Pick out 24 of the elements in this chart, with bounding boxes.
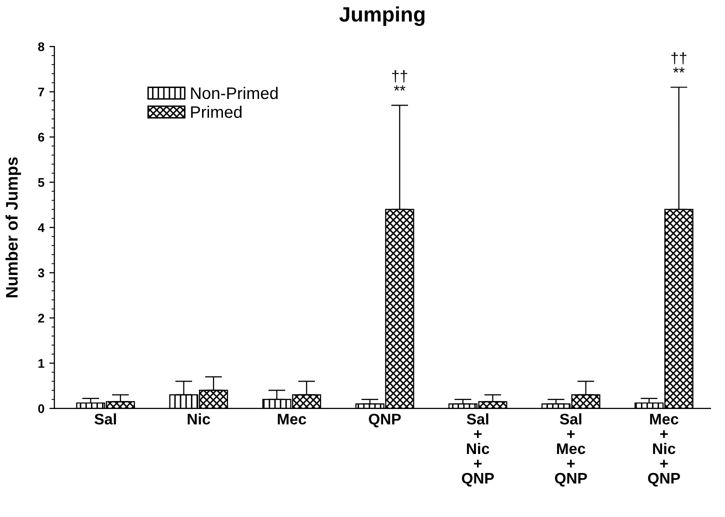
x-tick-label: Mec xyxy=(278,414,306,425)
y-tick-label: 8 xyxy=(38,42,44,52)
x-tick-label: Sal + Mec + QNP xyxy=(554,413,587,487)
y-tick-label: 3 xyxy=(38,268,44,278)
annotation: †† xyxy=(392,70,408,82)
y-tick-label: 2 xyxy=(38,314,44,322)
y-axis-title: Number of Jumps xyxy=(6,157,22,298)
x-tick-label: Nic xyxy=(188,413,210,425)
y-tick-label: 6 xyxy=(38,132,44,142)
y-tick-label: 7 xyxy=(38,88,44,96)
y-tick-label: 5 xyxy=(38,178,44,187)
x-tick-label: Mec + Nic + QNP xyxy=(648,414,680,487)
y-tick-label: 0 xyxy=(38,404,44,414)
x-tick-label: Sal xyxy=(94,413,116,425)
annotation: ** xyxy=(673,67,685,73)
legend-label: Non-Primed xyxy=(191,86,278,100)
x-tick-label: QNP xyxy=(368,414,401,428)
annotation: ** xyxy=(394,85,406,91)
x-tick-label: Sal + Nic + QNP xyxy=(462,413,494,487)
legend-label: Primed xyxy=(191,106,242,118)
annotation: †† xyxy=(671,52,686,64)
chart-title: Jumping xyxy=(339,6,424,26)
y-tick-label: 1 xyxy=(38,359,44,368)
y-tick-label: 4 xyxy=(38,223,45,232)
